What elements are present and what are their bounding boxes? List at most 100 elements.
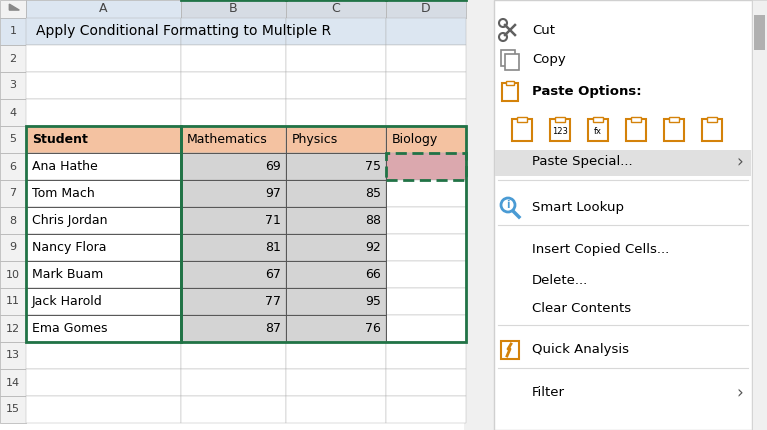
Text: Nancy Flora: Nancy Flora <box>32 241 107 254</box>
Polygon shape <box>9 4 19 10</box>
Text: 123: 123 <box>552 126 568 135</box>
Text: Delete...: Delete... <box>532 273 588 286</box>
Bar <box>593 117 603 122</box>
Bar <box>181 342 286 369</box>
Text: 81: 81 <box>265 241 281 254</box>
Bar <box>26 126 181 342</box>
Text: Clear Contents: Clear Contents <box>532 302 631 316</box>
Text: 5: 5 <box>9 135 17 144</box>
Bar <box>517 117 527 122</box>
Bar <box>386 99 466 126</box>
Text: 8: 8 <box>9 215 17 225</box>
Bar <box>286 45 386 72</box>
Text: Insert Copied Cells...: Insert Copied Cells... <box>532 243 670 257</box>
Bar <box>26 126 181 153</box>
Bar <box>0 72 26 99</box>
Text: 88: 88 <box>365 214 381 227</box>
Bar <box>0 396 26 423</box>
Bar <box>550 119 570 141</box>
Bar <box>286 180 386 207</box>
Bar <box>286 369 386 396</box>
Bar <box>286 0 386 18</box>
Bar <box>512 119 532 141</box>
Bar <box>386 315 466 342</box>
Bar <box>26 180 181 207</box>
Bar <box>181 369 286 396</box>
Text: 87: 87 <box>265 322 281 335</box>
Bar <box>664 119 684 141</box>
Bar <box>555 117 565 122</box>
Text: ›: › <box>736 153 743 171</box>
Bar <box>286 342 386 369</box>
Bar <box>0 99 26 126</box>
Bar <box>26 0 181 18</box>
Bar <box>386 180 466 207</box>
Bar <box>386 126 466 153</box>
Bar <box>501 50 515 66</box>
Bar <box>386 288 466 315</box>
Text: Ema Gomes: Ema Gomes <box>32 322 107 335</box>
Text: Filter: Filter <box>532 387 565 399</box>
Text: Smart Lookup: Smart Lookup <box>532 200 624 214</box>
Bar <box>386 207 466 234</box>
Bar <box>26 72 181 99</box>
Text: 76: 76 <box>365 322 381 335</box>
Bar <box>0 180 26 207</box>
Bar <box>631 117 641 122</box>
Bar <box>752 0 767 430</box>
Text: 15: 15 <box>6 405 20 415</box>
Text: 12: 12 <box>6 323 20 334</box>
Text: 95: 95 <box>365 295 381 308</box>
Bar <box>286 153 386 180</box>
Text: Paste Special...: Paste Special... <box>532 156 633 169</box>
Bar <box>386 396 466 423</box>
Bar <box>386 234 466 261</box>
Text: i: i <box>506 200 510 210</box>
Bar <box>286 18 386 45</box>
Bar <box>26 153 181 180</box>
Bar <box>26 288 181 315</box>
Text: Student: Student <box>32 133 88 146</box>
Bar <box>181 126 286 153</box>
Bar <box>26 234 181 261</box>
Bar <box>0 261 26 288</box>
Bar <box>386 45 466 72</box>
Bar <box>0 45 26 72</box>
Bar <box>707 117 717 122</box>
Bar <box>181 288 286 315</box>
Text: Biology: Biology <box>392 133 438 146</box>
Bar <box>286 207 386 234</box>
Text: Tom Mach: Tom Mach <box>32 187 95 200</box>
Bar <box>0 0 26 18</box>
Text: 9: 9 <box>9 243 17 252</box>
Text: 3: 3 <box>9 80 17 90</box>
Bar <box>286 99 386 126</box>
Text: Cut: Cut <box>532 24 555 37</box>
Bar <box>181 180 286 207</box>
Bar <box>26 261 181 288</box>
Text: 71: 71 <box>265 214 281 227</box>
Text: 11: 11 <box>6 297 20 307</box>
Bar <box>0 153 26 180</box>
Text: B: B <box>229 3 238 15</box>
Bar <box>181 126 466 342</box>
Text: Jack Harold: Jack Harold <box>32 295 103 308</box>
Bar <box>181 153 286 180</box>
Bar <box>626 119 646 141</box>
Text: Physics: Physics <box>292 133 338 146</box>
Bar <box>286 288 386 315</box>
Bar <box>0 315 26 342</box>
Text: 10: 10 <box>6 270 20 280</box>
Bar <box>26 45 181 72</box>
Text: Copy: Copy <box>532 53 566 67</box>
Bar <box>386 369 466 396</box>
Bar <box>702 119 722 141</box>
Bar <box>0 126 26 153</box>
Bar <box>181 261 286 288</box>
Text: Ana Hathe: Ana Hathe <box>32 160 97 173</box>
Text: 14: 14 <box>6 378 20 387</box>
Text: Chris Jordan: Chris Jordan <box>32 214 107 227</box>
Bar <box>286 315 386 342</box>
Bar <box>26 369 181 396</box>
Bar <box>386 0 466 18</box>
